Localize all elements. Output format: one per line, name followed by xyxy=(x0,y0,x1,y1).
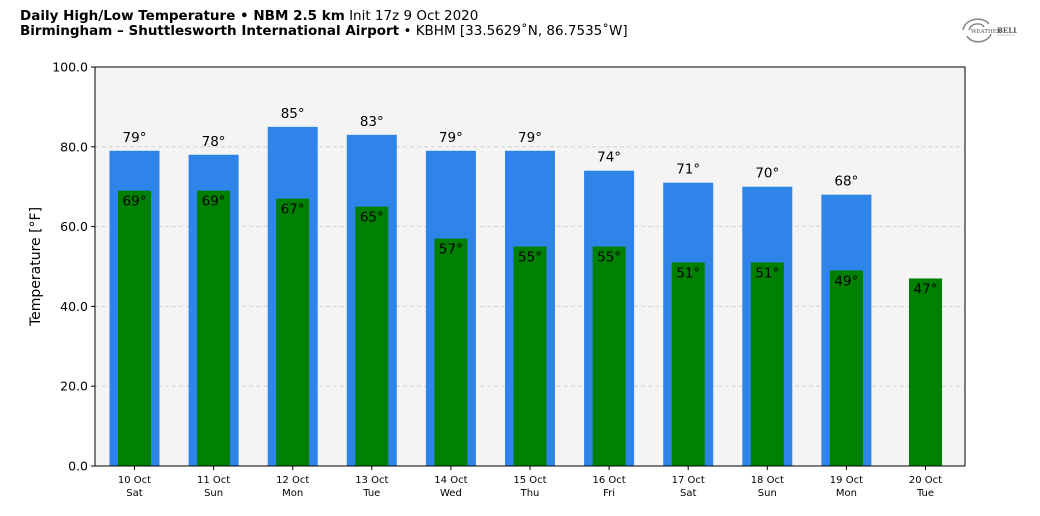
y-tick-label: 100.0 xyxy=(52,60,88,75)
low-temp-label: 69° xyxy=(202,194,226,210)
location-name: Birmingham – Shuttlesworth International… xyxy=(20,23,400,39)
low-temp-label: 51° xyxy=(676,266,700,282)
y-axis-label: Temperature [°F] xyxy=(28,207,44,327)
x-tick-date: 14 Oct xyxy=(434,475,467,486)
x-tick-weekday: Sun xyxy=(204,488,223,499)
x-tick-weekday: Sun xyxy=(758,488,777,499)
low-temp-bar xyxy=(671,262,705,466)
x-tick-date: 10 Oct xyxy=(118,475,151,486)
x-tick-date: 18 Oct xyxy=(751,475,784,486)
x-tick-weekday: Sat xyxy=(126,488,142,499)
low-temp-bar xyxy=(355,206,389,466)
low-temp-label: 55° xyxy=(518,250,542,266)
x-tick-weekday: Thu xyxy=(520,488,540,499)
low-temp-bar xyxy=(513,246,547,466)
low-temp-bar xyxy=(750,262,784,466)
low-temp-label: 51° xyxy=(755,266,779,282)
x-tick-weekday: Sat xyxy=(680,488,696,499)
y-tick-label: 80.0 xyxy=(60,139,88,154)
low-temp-bar xyxy=(829,270,863,466)
x-tick-weekday: Tue xyxy=(916,488,934,499)
x-tick-weekday: Fri xyxy=(603,488,615,499)
x-tick-date: 12 Oct xyxy=(276,475,309,486)
x-tick-date: 17 Oct xyxy=(672,475,705,486)
high-temp-label: 68° xyxy=(834,174,858,190)
high-temp-label: 79° xyxy=(439,130,463,146)
low-temp-label: 57° xyxy=(439,242,463,258)
x-tick-date: 20 Oct xyxy=(909,475,942,486)
low-temp-bar xyxy=(118,190,151,466)
x-tick-date: 16 Oct xyxy=(592,475,625,486)
logo-text-bell: BELL xyxy=(997,26,1017,35)
x-tick-date: 11 Oct xyxy=(197,475,230,486)
high-temp-label: 70° xyxy=(755,166,779,182)
weatherbell-logo-icon: WEATHER BELL xyxy=(962,18,1017,43)
low-temp-bar xyxy=(276,198,310,467)
y-tick-label: 60.0 xyxy=(60,219,88,234)
high-temp-label: 83° xyxy=(360,114,384,130)
high-temp-label: 85° xyxy=(281,106,305,122)
chart-header: Daily High/Low Temperature • NBM 2.5 km … xyxy=(20,9,628,39)
low-temp-label: 55° xyxy=(597,250,621,266)
y-axis: 0.0 20.0 40.0 60.0 80.0 100.0 xyxy=(52,60,95,474)
x-tick-date: 19 Oct xyxy=(830,475,863,486)
x-tick-date: 15 Oct xyxy=(513,475,546,486)
x-tick-weekday: Wed xyxy=(440,488,462,499)
station-info: • KBHM [33.5629˚N, 86.7535˚W] xyxy=(403,23,628,39)
high-temp-label: 78° xyxy=(202,134,226,150)
low-temp-label: 69° xyxy=(123,194,147,210)
y-tick-label: 40.0 xyxy=(60,299,88,314)
low-temp-bar xyxy=(909,278,942,466)
low-temp-bar xyxy=(197,190,231,466)
data-labels: 79° 69° 78° 69° 85° 67° 83° 65° 79° 57° 79° 55° 74° 5… xyxy=(123,106,938,298)
low-temp-bar xyxy=(434,238,468,466)
chart-title: Daily High/Low Temperature • NBM 2.5 km xyxy=(20,8,345,24)
low-temp-label: 49° xyxy=(834,273,858,289)
x-tick-weekday: Mon xyxy=(282,488,303,499)
low-temp-label: 47° xyxy=(914,281,938,297)
x-axis: 10 Oct Sat 11 Oct Sun 12 Oct Mon 13 Oct Tue 14 O… xyxy=(118,466,942,499)
location-line: Birmingham – Shuttlesworth International… xyxy=(20,24,628,39)
x-tick-weekday: Mon xyxy=(836,488,857,499)
high-temp-label: 79° xyxy=(123,130,147,146)
low-temp-bar xyxy=(592,246,626,466)
y-tick-label: 20.0 xyxy=(60,379,88,394)
high-temp-label: 71° xyxy=(676,162,700,178)
bars xyxy=(109,126,942,467)
low-temp-label: 65° xyxy=(360,210,384,226)
y-tick-label: 0.0 xyxy=(68,459,88,474)
x-tick-date: 13 Oct xyxy=(355,475,388,486)
low-temp-label: 67° xyxy=(281,202,305,218)
logo-text-weather: WEATHER xyxy=(971,29,1002,35)
title-line: Daily High/Low Temperature • NBM 2.5 km … xyxy=(20,9,628,24)
high-temp-label: 79° xyxy=(518,130,542,146)
high-temp-label: 74° xyxy=(597,150,621,166)
init-time: Init 17z 9 Oct 2020 xyxy=(349,8,479,24)
x-tick-weekday: Tue xyxy=(362,488,380,499)
